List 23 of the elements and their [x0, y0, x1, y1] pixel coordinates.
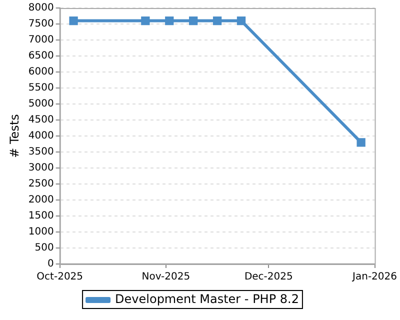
y-tick-label: 2500 [28, 178, 54, 190]
y-tick-label: 4500 [28, 114, 54, 126]
y-tick-label: 3500 [28, 146, 54, 158]
y-tick-label: 5500 [28, 82, 54, 94]
y-tick-label: 500 [34, 242, 54, 254]
legend-label: Development Master - PHP 8.2 [115, 292, 299, 306]
x-tick-label: Oct-2025 [36, 272, 84, 283]
x-tick-label: Jan-2026 [352, 272, 398, 283]
x-tick-label: Nov-2025 [142, 272, 190, 283]
y-tick-label: 1000 [28, 226, 54, 238]
y-axis-title: # Tests [7, 114, 22, 158]
y-tick-label: 7500 [28, 18, 54, 30]
y-tick-label: 8000 [28, 2, 54, 14]
y-tick-label: 7000 [28, 34, 54, 46]
y-tick-label: 6000 [28, 66, 54, 78]
y-tick-label: 2000 [28, 194, 54, 206]
y-tick-label: 0 [47, 258, 54, 270]
y-tick-label: 3000 [28, 162, 54, 174]
y-tick-label: 4000 [28, 130, 54, 142]
y-tick-label: 5000 [28, 98, 54, 110]
y-tick-label: 1500 [28, 210, 54, 222]
y-tick-label: 6500 [28, 50, 54, 62]
x-tick-label: Dec-2025 [244, 272, 293, 283]
